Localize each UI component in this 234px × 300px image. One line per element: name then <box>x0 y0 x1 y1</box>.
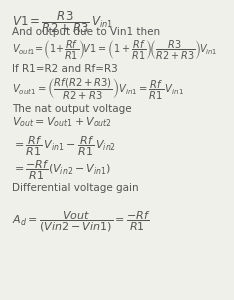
Text: $V_{out1}\!=\!\left(1\!+\!\dfrac{Rf}{R1}\right)\!V1 = \left(1+\dfrac{Rf}{R1}\rig: $V_{out1}\!=\!\left(1\!+\!\dfrac{Rf}{R1}… <box>12 39 217 62</box>
Text: If R1=R2 and Rf=R3: If R1=R2 and Rf=R3 <box>12 64 117 74</box>
Text: And output due to Vin1 then: And output due to Vin1 then <box>12 27 160 37</box>
Text: $=\dfrac{-Rf}{R1}\left(V_{in2} - V_{in1}\right)$: $=\dfrac{-Rf}{R1}\left(V_{in2} - V_{in1}… <box>12 159 111 182</box>
Text: $V_{out1} = \left(\dfrac{Rf(R2+R3)}{R2+R3}\right)V_{in1} = \dfrac{Rf}{R1}\,V_{in: $V_{out1} = \left(\dfrac{Rf(R2+R3)}{R2+R… <box>12 76 184 102</box>
Text: Differential voltage gain: Differential voltage gain <box>12 183 138 193</box>
Text: $V1 = \dfrac{R3}{R2+R3}\,V_{in1}$: $V1 = \dfrac{R3}{R2+R3}\,V_{in1}$ <box>12 9 113 35</box>
Text: $V_{out} = V_{out1} + V_{out2}$: $V_{out} = V_{out1} + V_{out2}$ <box>12 116 112 129</box>
Text: $A_d = \dfrac{Vout}{(Vin2-Vin1)} = \dfrac{-Rf}{R1}$: $A_d = \dfrac{Vout}{(Vin2-Vin1)} = \dfra… <box>12 210 150 235</box>
Text: $= \dfrac{Rf}{R1}\,V_{in1} - \dfrac{Rf}{R1}\,V_{in2}$: $= \dfrac{Rf}{R1}\,V_{in1} - \dfrac{Rf}{… <box>12 135 116 158</box>
Text: The nat output voltage: The nat output voltage <box>12 103 131 113</box>
